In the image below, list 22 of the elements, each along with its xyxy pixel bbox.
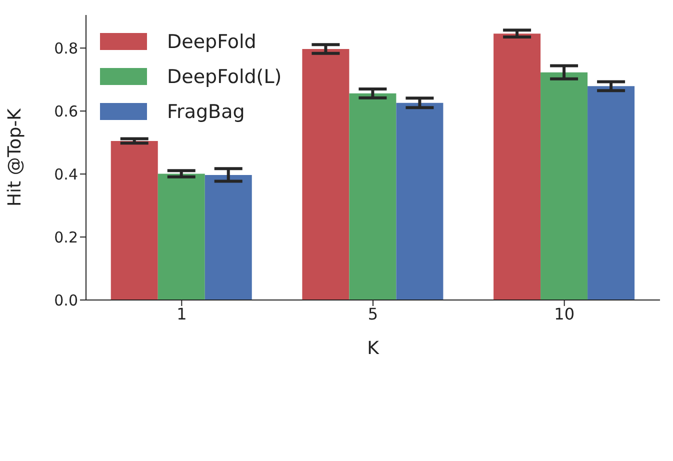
bar — [494, 34, 541, 300]
y-tick-label: 0.0 — [54, 291, 78, 310]
x-axis-title: K — [367, 338, 380, 359]
bar — [204, 174, 252, 300]
bar — [396, 102, 444, 300]
bar — [158, 174, 205, 300]
bar — [588, 86, 635, 300]
bar — [302, 49, 350, 300]
bar — [540, 72, 588, 300]
y-tick-label: 0.4 — [54, 165, 78, 184]
x-tick-label: 5 — [368, 304, 378, 324]
legend-label: DeepFold(L) — [167, 64, 282, 88]
y-tick-label: 0.8 — [54, 39, 78, 58]
legend-label: DeepFold — [167, 30, 256, 54]
y-tick-label: 0.2 — [54, 228, 78, 246]
bar — [110, 140, 158, 300]
x-tick-label: 1 — [176, 304, 187, 324]
y-axis-title: Hit @Top-K — [4, 107, 26, 206]
x-tick-label: 10 — [554, 304, 575, 324]
bar — [349, 93, 396, 300]
legend-label: FragBag — [167, 100, 245, 124]
y-tick-label: 0.6 — [54, 102, 78, 120]
